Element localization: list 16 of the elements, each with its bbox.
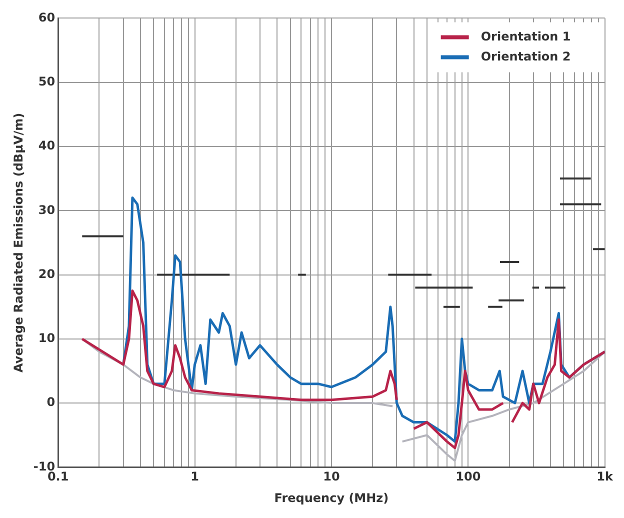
y-tick-label: 60 bbox=[38, 10, 56, 24]
y-tick-label: 20 bbox=[38, 266, 56, 281]
y-tick-label: 0 bbox=[46, 395, 56, 410]
legend-label: Orientation 2 bbox=[480, 49, 571, 64]
y-tick-label: 50 bbox=[38, 74, 56, 88]
y-tick-label: 40 bbox=[38, 138, 56, 153]
x-tick-label: 1k bbox=[596, 470, 614, 484]
x-tick-label: 100 bbox=[456, 470, 481, 484]
x-axis-title: Frequency (MHz) bbox=[274, 490, 389, 505]
x-tick-label: 10 bbox=[323, 470, 340, 484]
x-tick-label: 1 bbox=[190, 470, 199, 484]
legend-label: Orientation 1 bbox=[480, 29, 571, 44]
x-tick-label: 0.1 bbox=[47, 470, 69, 484]
y-axis-title: Average Radiated Emissions (dBµV/m) bbox=[11, 112, 26, 372]
y-tick-label: 10 bbox=[38, 331, 56, 346]
y-tick-label: 30 bbox=[38, 202, 56, 217]
